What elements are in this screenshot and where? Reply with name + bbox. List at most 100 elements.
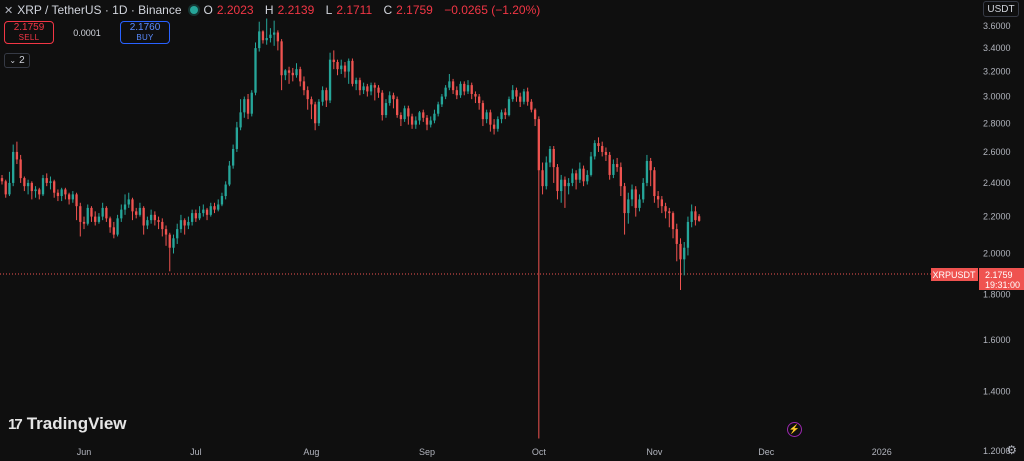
status-dot-icon <box>189 6 198 14</box>
indicators-toggle-button[interactable]: ⌄ 2 <box>4 53 30 68</box>
candle <box>623 182 626 235</box>
candle-body <box>403 108 406 120</box>
price-tag-countdown: 19:31:00 <box>985 280 1020 290</box>
candle-body <box>26 182 30 187</box>
candle-body <box>556 167 559 192</box>
candle-body <box>571 173 574 183</box>
symbol-logo-icon[interactable]: ✕ <box>4 4 14 17</box>
candle-body <box>280 41 283 76</box>
x-tick-label: Jun <box>77 447 92 457</box>
candle <box>522 88 526 105</box>
candle <box>149 209 153 224</box>
candle <box>101 202 104 221</box>
candle-body <box>45 178 48 183</box>
candle <box>649 157 652 187</box>
legend-header: ✕ XRP / TetherUS · 1D · Binance O 2.2023 … <box>4 2 544 18</box>
candle-body <box>228 165 231 185</box>
trade-panel: 2.1759 SELL 0.0001 2.1760 BUY <box>4 21 170 44</box>
candle <box>53 179 56 198</box>
candle-body <box>306 90 309 100</box>
candle-body <box>71 194 74 200</box>
candle-body <box>638 199 641 208</box>
candle <box>302 76 306 96</box>
candle <box>615 157 619 172</box>
buy-button[interactable]: 2.1760 BUY <box>120 21 170 44</box>
candle <box>653 167 656 203</box>
tradingview-logo[interactable]: 17 TradingView <box>8 414 127 434</box>
candle-body <box>183 220 186 226</box>
currency-button[interactable]: USDT <box>983 1 1019 17</box>
candle-body <box>172 238 175 248</box>
candle-body <box>384 103 388 116</box>
candle-body <box>194 213 198 219</box>
candle <box>202 204 205 217</box>
candle <box>187 216 190 230</box>
candle-body <box>146 220 149 226</box>
candle-body <box>440 96 444 105</box>
candle <box>75 192 78 221</box>
candle-body <box>38 189 41 195</box>
gear-icon[interactable]: ⚙ <box>1006 443 1017 457</box>
candle-body <box>90 207 93 217</box>
price-axis[interactable]: 3.6000 3.4000 3.2000 3.0000 2.8000 2.6000 2.40… <box>983 21 1011 456</box>
candle <box>209 202 212 217</box>
candle-body <box>168 234 171 248</box>
candle <box>355 77 358 91</box>
candle-body <box>235 127 239 149</box>
candle <box>198 206 201 221</box>
time-axis[interactable]: Jun Jul Aug Sep Oct Nov Dec 2026 <box>77 447 892 457</box>
candle-body <box>619 167 622 187</box>
candle-body <box>567 182 570 187</box>
candle-body <box>642 182 645 200</box>
candle <box>38 187 41 200</box>
x-tick-label: 2026 <box>872 447 892 457</box>
candle <box>276 30 280 51</box>
candle-body <box>209 206 212 215</box>
candle <box>608 151 611 180</box>
candle-body <box>664 206 667 212</box>
candle-body <box>176 229 179 239</box>
sell-button[interactable]: 2.1759 SELL <box>4 21 54 44</box>
candle-body <box>75 194 78 207</box>
candle-body <box>392 95 395 100</box>
candle <box>183 218 186 235</box>
candle-body <box>492 124 496 129</box>
candle-body <box>261 31 265 41</box>
symbol-title[interactable]: XRP / TetherUS · 1D · Binance <box>17 3 182 17</box>
candle-body <box>355 80 358 84</box>
candle <box>313 101 317 131</box>
candle <box>41 174 45 197</box>
candle-body <box>485 112 488 120</box>
candle <box>90 206 93 222</box>
candle <box>455 86 458 100</box>
candle <box>336 59 339 76</box>
candle-body <box>321 90 324 102</box>
candle-body <box>358 80 362 91</box>
candle-body <box>634 189 637 208</box>
candle <box>220 192 224 207</box>
candle <box>56 189 60 202</box>
candle-body <box>541 170 544 187</box>
candle-body <box>388 95 391 104</box>
chevron-down-icon: ⌄ <box>9 56 17 65</box>
y-tick-label: 1.2000 <box>983 446 1011 456</box>
candle <box>71 191 74 203</box>
candles-layer <box>0 18 701 439</box>
candle <box>425 115 429 131</box>
candle <box>347 58 350 84</box>
candle <box>280 39 283 91</box>
candle-body <box>675 229 678 244</box>
candle <box>533 108 537 127</box>
bolt-icon[interactable]: ⚡ <box>787 422 802 437</box>
candle <box>414 116 417 129</box>
candle-body <box>164 229 168 235</box>
change-value: −0.0265 (−1.20%) <box>444 3 541 17</box>
candle-body <box>533 109 537 120</box>
x-tick-label: Dec <box>758 447 775 457</box>
candle <box>34 186 37 198</box>
candle <box>351 58 354 87</box>
candle-body <box>131 199 134 212</box>
candle <box>489 109 492 132</box>
candle-body <box>582 168 585 182</box>
